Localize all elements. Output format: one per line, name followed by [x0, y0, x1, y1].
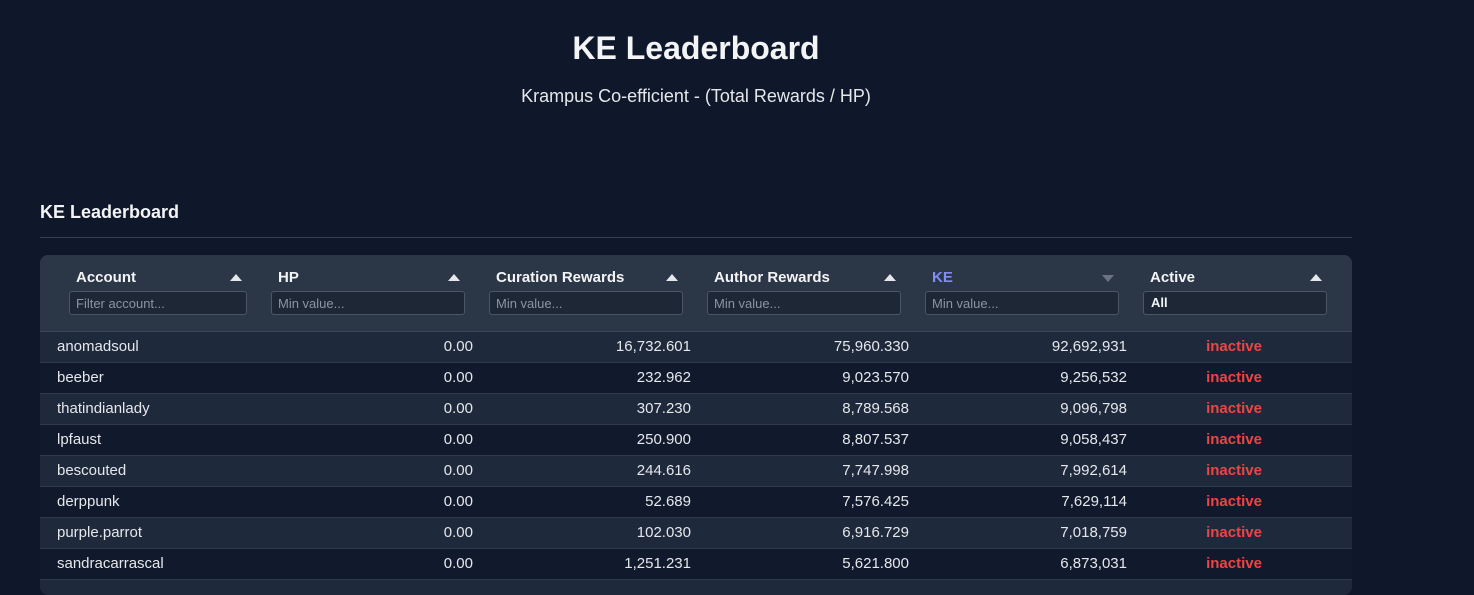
author-cell: 5,621.800 — [842, 555, 909, 572]
table-header: Account HP Curation Rewards Author Rewar… — [40, 255, 1352, 332]
ke-cell: 92,692,931 — [1051, 338, 1127, 355]
leaderboard-table: Account HP Curation Rewards Author Rewar… — [40, 255, 1352, 595]
hp-cell: 0.00 — [443, 462, 473, 479]
column-header-ke: KE — [914, 255, 1132, 331]
curation-cell: 52.689 — [645, 493, 691, 510]
curation-cell: 307.230 — [636, 400, 691, 417]
author-filter-input[interactable] — [707, 291, 901, 315]
sort-asc-icon[interactable] — [884, 274, 896, 281]
curation-cell: 1,251.231 — [624, 555, 691, 572]
hp-cell: 0.00 — [443, 555, 473, 572]
column-label-account[interactable]: Account — [76, 269, 136, 286]
column-header-curation: Curation Rewards — [478, 255, 696, 331]
column-header-hp: HP — [260, 255, 478, 331]
sort-asc-icon[interactable] — [448, 274, 460, 281]
curation-cell: 232.962 — [636, 369, 691, 386]
table-row[interactable]: bescouted 0.00 244.616 7,747.998 7,992,614 in… — [40, 456, 1352, 487]
page-subtitle: Krampus Co-efficient - (Total Rewards / … — [521, 86, 871, 106]
author-cell: 6,916.729 — [842, 524, 909, 541]
curation-cell: 244.616 — [636, 462, 691, 479]
account-cell[interactable]: purple.parrot — [57, 524, 143, 541]
column-label-author[interactable]: Author Rewards — [714, 269, 830, 286]
sort-desc-icon[interactable] — [1102, 275, 1114, 282]
table-row[interactable]: lpfaust 0.00 250.900 8,807.537 9,058,437 inac… — [40, 425, 1352, 456]
author-cell: 8,789.568 — [842, 400, 909, 417]
table-row[interactable]: sandracarrascal 0.00 1,251.231 5,621.800 6,8… — [40, 549, 1352, 580]
table-row[interactable]: anomadsoul 0.00 16,732.601 75,960.330 92,692… — [40, 332, 1352, 363]
ke-cell: 9,096,798 — [1060, 400, 1127, 417]
status-badge: inactive — [1206, 431, 1262, 448]
table-row[interactable]: thatindianlady 0.00 307.230 8,789.568 9,096,… — [40, 394, 1352, 425]
account-cell[interactable]: anomadsoul — [57, 338, 139, 355]
ke-cell: 9,058,437 — [1060, 431, 1127, 448]
table-row[interactable]: derppunk 0.00 52.689 7,576.425 7,629,114 inac… — [40, 487, 1352, 518]
curation-cell: 16,732.601 — [615, 338, 691, 355]
column-header-active: Active All — [1132, 255, 1352, 331]
section-divider — [40, 237, 1352, 238]
hp-filter-input[interactable] — [271, 291, 465, 315]
curation-cell: 250.900 — [636, 431, 691, 448]
account-cell[interactable]: derppunk — [57, 493, 120, 510]
column-label-active[interactable]: Active — [1150, 269, 1196, 286]
sort-asc-icon[interactable] — [1310, 274, 1322, 281]
author-cell: 7,747.998 — [842, 462, 909, 479]
account-filter-input[interactable] — [69, 291, 247, 315]
column-header-author: Author Rewards — [696, 255, 914, 331]
author-cell: 9,023.570 — [842, 369, 909, 386]
ke-cell: 6,873,031 — [1060, 555, 1127, 572]
status-badge: inactive — [1206, 462, 1262, 479]
hp-cell: 0.00 — [443, 493, 473, 510]
hp-cell: 0.00 — [443, 338, 473, 355]
column-header-account: Account — [40, 255, 260, 331]
ke-cell: 7,629,114 — [1061, 493, 1127, 510]
author-cell: 8,807.537 — [842, 431, 909, 448]
status-badge: inactive — [1206, 369, 1262, 386]
column-label-curation[interactable]: Curation Rewards — [496, 269, 625, 286]
hp-cell: 0.00 — [443, 524, 473, 541]
curation-filter-input[interactable] — [489, 291, 683, 315]
ke-cell: 7,992,614 — [1060, 462, 1127, 479]
account-cell[interactable]: lpfaust — [57, 431, 102, 448]
status-badge: inactive — [1206, 555, 1262, 572]
sort-asc-icon[interactable] — [230, 274, 242, 281]
table-row[interactable]: purple.parrot 0.00 102.030 6,916.729 7,018,7… — [40, 518, 1352, 549]
section-title: KE Leaderboard — [40, 202, 180, 222]
sort-asc-icon[interactable] — [666, 274, 678, 281]
column-label-ke[interactable]: KE — [932, 269, 953, 286]
table-row[interactable]: beeber 0.00 232.962 9,023.570 9,256,532 inact… — [40, 363, 1352, 394]
column-label-hp[interactable]: HP — [278, 269, 299, 286]
account-cell[interactable]: beeber — [57, 369, 104, 386]
hp-cell: 0.00 — [443, 400, 473, 417]
status-badge: inactive — [1206, 400, 1262, 417]
curation-cell: 102.030 — [636, 524, 691, 541]
hp-cell: 0.00 — [443, 369, 473, 386]
author-cell: 7,576.425 — [842, 493, 909, 510]
account-cell[interactable]: sandracarrascal — [57, 555, 164, 572]
active-filter-select[interactable]: All — [1143, 291, 1327, 315]
hp-cell: 0.00 — [443, 431, 473, 448]
ke-cell: 9,256,532 — [1060, 369, 1127, 386]
page-title: KE Leaderboard — [572, 30, 820, 66]
author-cell: 75,960.330 — [833, 338, 909, 355]
table-body: anomadsoul 0.00 16,732.601 75,960.330 92,692… — [40, 332, 1352, 580]
status-badge: inactive — [1206, 493, 1262, 510]
ke-filter-input[interactable] — [925, 291, 1119, 315]
status-badge: inactive — [1206, 338, 1262, 355]
account-cell[interactable]: bescouted — [57, 462, 127, 479]
account-cell[interactable]: thatindianlady — [57, 400, 150, 417]
status-badge: inactive — [1206, 524, 1262, 541]
ke-cell: 7,018,759 — [1060, 524, 1127, 541]
